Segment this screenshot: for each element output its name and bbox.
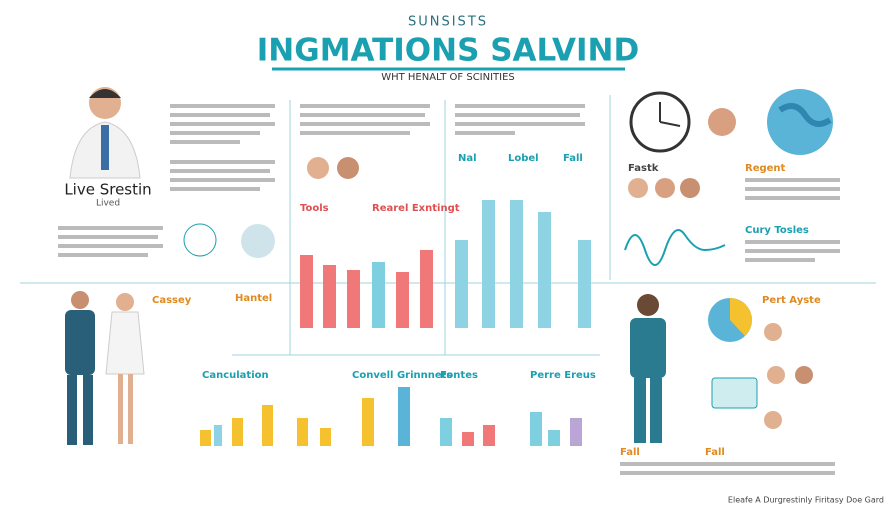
pie (708, 298, 752, 342)
dividers (20, 95, 876, 356)
profile-name: Live Srestin (64, 181, 151, 199)
heading: Perre Ereus (530, 370, 596, 381)
card-icon (711, 377, 758, 409)
globe (767, 89, 833, 155)
heading: Nal (458, 153, 477, 164)
title: INGMATIONS SALVIND (257, 33, 639, 69)
small-bars (440, 412, 582, 446)
footer: Eleafe A Durgrestinly Firitasy Doe Gard (728, 496, 884, 505)
faces (183, 108, 813, 429)
heading: Fall (620, 447, 640, 458)
heading: Fall (705, 447, 725, 458)
heading: Cury Tosles (745, 225, 809, 236)
text-lines (58, 104, 840, 475)
heading: Regent (745, 163, 786, 174)
heading: Canculation (202, 370, 269, 381)
clock (629, 91, 691, 153)
doctor (69, 87, 141, 179)
wave (624, 229, 726, 266)
kicker: SUNSISTS (408, 15, 488, 30)
heading: Hantel (235, 293, 272, 304)
heading: Fontes (440, 370, 478, 381)
heading: Rearel Exntingt (372, 203, 460, 214)
heading: Pert Ayste (762, 295, 821, 306)
heading: Fall (563, 153, 583, 164)
heading: Lobel (508, 153, 539, 164)
heading: Cassey (152, 295, 192, 306)
red-bars (300, 250, 433, 328)
heading: Fastk (628, 163, 659, 174)
heading: Convell Grinnnets (352, 370, 452, 381)
yellow-bars (200, 387, 410, 446)
heading: Tools (300, 203, 329, 214)
people (65, 291, 666, 445)
subtitle: WHT HENALT OF SCINITIES (381, 72, 515, 83)
blue-bars (455, 200, 591, 328)
profile-role: Lived (96, 199, 120, 209)
